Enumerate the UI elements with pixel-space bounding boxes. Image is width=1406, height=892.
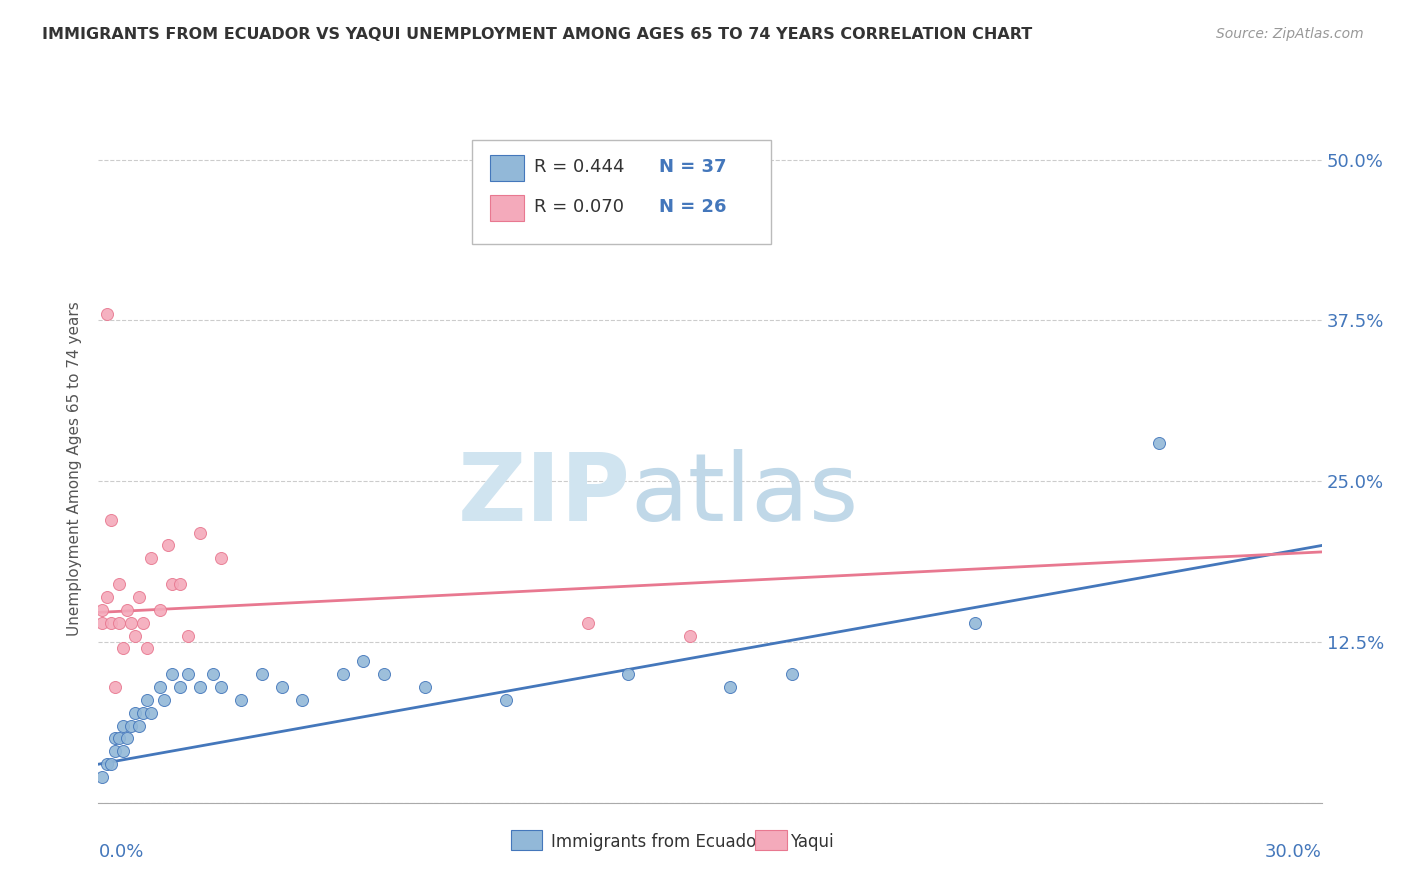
Text: Immigrants from Ecuador: Immigrants from Ecuador xyxy=(551,832,763,851)
Point xyxy=(104,680,127,694)
Point xyxy=(160,577,183,591)
Text: Source: ZipAtlas.com: Source: ZipAtlas.com xyxy=(1216,27,1364,41)
Point xyxy=(100,615,122,630)
Point xyxy=(149,603,172,617)
Text: IMMIGRANTS FROM ECUADOR VS YAQUI UNEMPLOYMENT AMONG AGES 65 TO 74 YEARS CORRELAT: IMMIGRANTS FROM ECUADOR VS YAQUI UNEMPLO… xyxy=(42,27,1032,42)
Text: R = 0.070: R = 0.070 xyxy=(534,198,624,216)
Point xyxy=(169,680,191,694)
Point xyxy=(177,628,200,642)
Point xyxy=(124,706,146,720)
Point xyxy=(720,680,742,694)
FancyBboxPatch shape xyxy=(489,195,524,221)
Point xyxy=(96,590,118,604)
Text: R = 0.444: R = 0.444 xyxy=(534,158,624,176)
Text: 30.0%: 30.0% xyxy=(1265,843,1322,861)
Point xyxy=(120,615,142,630)
Point xyxy=(679,628,702,642)
Point xyxy=(108,615,131,630)
Point xyxy=(270,680,294,694)
Point xyxy=(495,693,517,707)
Point xyxy=(111,641,134,656)
Point xyxy=(108,577,131,591)
Point xyxy=(149,680,172,694)
Point xyxy=(111,718,134,732)
Point xyxy=(124,628,146,642)
Point xyxy=(132,706,155,720)
Point xyxy=(91,603,114,617)
Text: atlas: atlas xyxy=(630,449,859,541)
Point xyxy=(231,693,253,707)
Point xyxy=(576,615,599,630)
Point xyxy=(132,615,155,630)
Point xyxy=(104,731,127,746)
Text: ZIP: ZIP xyxy=(457,449,630,541)
Point xyxy=(111,744,134,758)
Point xyxy=(96,757,118,772)
Point xyxy=(169,577,191,591)
Point xyxy=(352,654,374,668)
Point xyxy=(136,641,159,656)
Point xyxy=(188,680,212,694)
Point xyxy=(965,615,987,630)
Point xyxy=(136,693,159,707)
Point xyxy=(1147,435,1170,450)
Point xyxy=(780,667,803,681)
Point xyxy=(100,757,122,772)
Point xyxy=(291,693,314,707)
Point xyxy=(152,693,174,707)
Text: 0.0%: 0.0% xyxy=(98,843,143,861)
Point xyxy=(209,551,232,566)
Point xyxy=(100,513,122,527)
Point xyxy=(332,667,354,681)
Point xyxy=(91,770,114,784)
Point xyxy=(108,731,131,746)
Point xyxy=(373,667,395,681)
Point xyxy=(96,307,118,321)
Text: Yaqui: Yaqui xyxy=(790,832,834,851)
Point xyxy=(128,718,150,732)
Point xyxy=(156,539,179,553)
Point xyxy=(188,525,212,540)
Text: N = 37: N = 37 xyxy=(658,158,725,176)
Point xyxy=(617,667,640,681)
Point xyxy=(160,667,183,681)
FancyBboxPatch shape xyxy=(510,830,543,849)
Point xyxy=(120,718,142,732)
Point xyxy=(141,551,163,566)
Point xyxy=(250,667,273,681)
FancyBboxPatch shape xyxy=(471,141,772,244)
Point xyxy=(141,706,163,720)
Point xyxy=(209,680,232,694)
Point xyxy=(201,667,224,681)
Point xyxy=(413,680,436,694)
Point xyxy=(128,590,150,604)
Point xyxy=(104,744,127,758)
Point xyxy=(177,667,200,681)
Point xyxy=(91,615,114,630)
FancyBboxPatch shape xyxy=(755,830,787,849)
Y-axis label: Unemployment Among Ages 65 to 74 years: Unemployment Among Ages 65 to 74 years xyxy=(67,301,83,636)
Point xyxy=(115,603,138,617)
Text: N = 26: N = 26 xyxy=(658,198,725,216)
FancyBboxPatch shape xyxy=(489,155,524,181)
Point xyxy=(115,731,138,746)
